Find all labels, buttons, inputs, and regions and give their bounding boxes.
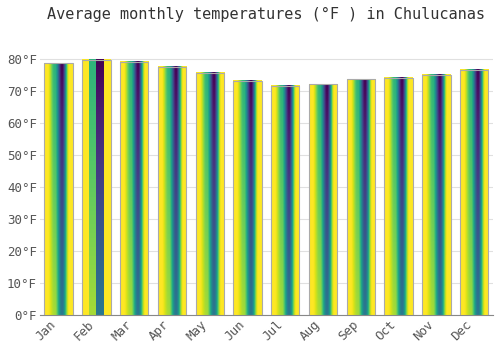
Bar <box>460 70 488 315</box>
Bar <box>346 79 375 315</box>
Bar <box>196 73 224 315</box>
Bar <box>120 62 148 315</box>
Bar <box>384 78 413 315</box>
Bar <box>422 75 450 315</box>
Bar <box>82 60 110 315</box>
Bar <box>44 63 73 315</box>
Bar <box>158 66 186 315</box>
Bar <box>271 86 300 315</box>
Bar <box>234 81 262 315</box>
Title: Average monthly temperatures (°F ) in Chulucanas: Average monthly temperatures (°F ) in Ch… <box>48 7 486 22</box>
Bar <box>309 84 337 315</box>
